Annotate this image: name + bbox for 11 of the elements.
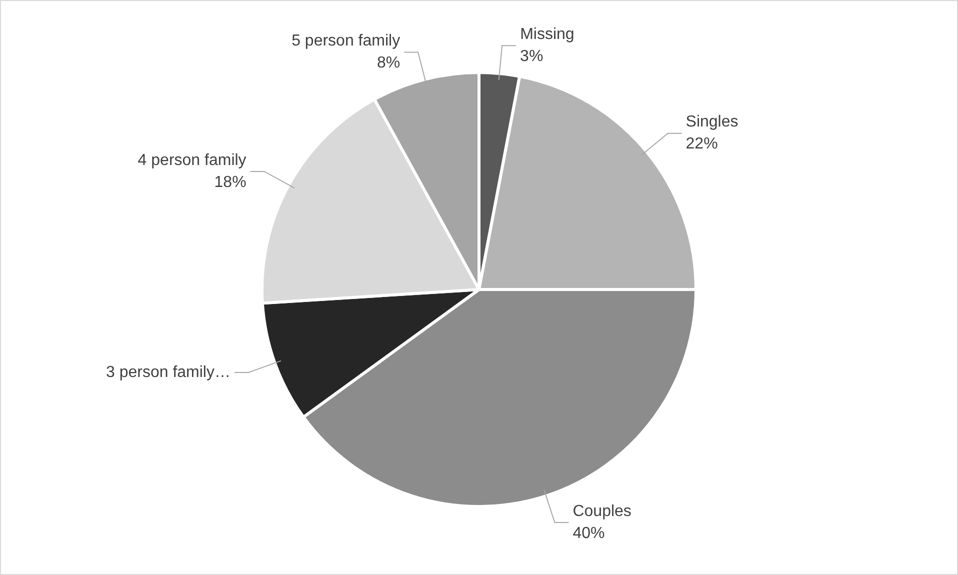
data-label: 3%: [520, 48, 544, 65]
data-label: 18%: [214, 174, 246, 191]
data-label: 22%: [686, 136, 718, 153]
slice-label: Singles: [686, 114, 738, 131]
slice-label: Missing: [520, 26, 574, 43]
slice-label: Couples: [572, 502, 632, 520]
slice-label: 3 person family…: [106, 364, 230, 381]
slice-label: 4 person family: [138, 152, 246, 169]
slice-label: 5 person family: [292, 32, 400, 50]
data-label: 8%: [376, 54, 400, 72]
data-label: 40%: [572, 524, 605, 542]
